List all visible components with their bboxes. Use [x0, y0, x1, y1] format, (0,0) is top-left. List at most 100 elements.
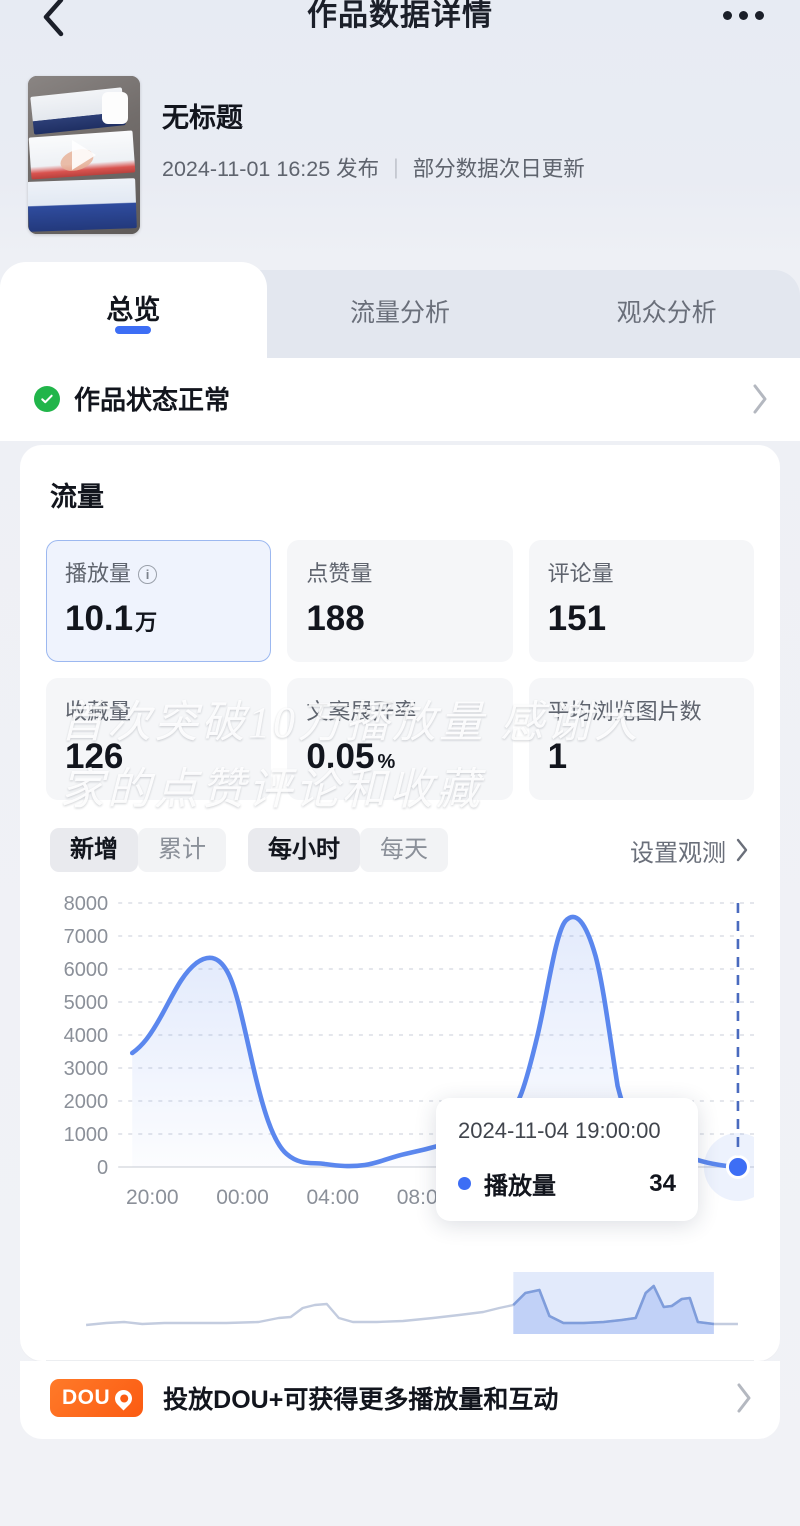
more-horizontal-icon-dot3 [755, 10, 764, 20]
stat-label: 收藏量 [65, 699, 132, 724]
stat-card-comments[interactable]: 评论量 151 [528, 540, 754, 662]
stat-label: 点赞量 [306, 561, 373, 586]
stat-value-row: 0.05 % [306, 739, 493, 774]
chevron-right-icon [734, 837, 750, 863]
y-axis-grid: 8000 7000 6000 5000 4000 3000 2000 1000 … [64, 893, 754, 1179]
tab-bar: 总览 流量分析 观众分析 [0, 262, 800, 358]
stat-value: 0.05 [306, 737, 375, 776]
stat-label-row: 评论量 [548, 563, 735, 585]
chip-hourly[interactable]: 每小时 [248, 828, 360, 872]
stat-card-avg-images-viewed[interactable]: 平均浏览图片数 1 [528, 678, 754, 800]
tooltip-series-row: 播放量 34 [458, 1166, 676, 1201]
more-horizontal-icon [723, 10, 732, 20]
stat-value-row: 188 [306, 601, 493, 636]
tab-audience-analysis-label: 观众分析 [616, 298, 717, 327]
x-tick-0: 20:00 [126, 1186, 179, 1209]
set-observation-label: 设置观测 [630, 839, 726, 867]
chart-controls: 新增 累计 每小时 每天 设置观测 [46, 828, 754, 872]
tab-traffic-analysis[interactable]: 流量分析 [267, 262, 534, 358]
y-tick-1000: 1000 [64, 1124, 109, 1146]
stat-label-row: 文案展开率 [306, 701, 493, 723]
stat-grid: 播放量 i 10.1 万 点赞量 188 评论量 [46, 540, 754, 800]
update-note: 部分数据次日更新 [412, 157, 585, 182]
stat-value: 188 [306, 599, 365, 638]
stat-card-plays[interactable]: 播放量 i 10.1 万 [46, 540, 272, 662]
info-icon[interactable]: i [138, 564, 158, 584]
stat-card-favorites[interactable]: 收藏量 126 [46, 678, 272, 800]
chip-new[interactable]: 新增 [50, 828, 138, 872]
y-tick-6000: 6000 [64, 959, 109, 981]
stat-label: 平均浏览图片数 [547, 699, 702, 724]
chip-daily[interactable]: 每天 [360, 828, 448, 872]
tooltip-series-value: 34 [649, 1169, 676, 1197]
back-button[interactable] [30, 0, 76, 40]
stat-value: 126 [65, 737, 124, 776]
dou-plus-promo-text: 投放DOU+可获得更多播放量和互动 [163, 1386, 559, 1414]
chevron-right-icon [750, 382, 770, 416]
check-circle-icon [34, 385, 60, 412]
mode-segment: 新增 累计 [50, 828, 226, 872]
play-triangle-icon [72, 140, 96, 170]
granularity-segment: 每小时 每天 [248, 828, 448, 872]
chart-range-brush[interactable] [46, 1260, 754, 1352]
y-tick-2000: 2000 [64, 1091, 109, 1113]
publish-time: 2024-11-01 16:25 发布 [162, 157, 380, 182]
meta-separator: | [393, 155, 399, 180]
stat-card-likes[interactable]: 点赞量 188 [287, 540, 513, 662]
stat-value: 1 [547, 737, 568, 776]
thumbnail-box-3 [28, 178, 137, 232]
tab-audience-analysis[interactable]: 观众分析 [533, 262, 800, 358]
y-tick-3000: 3000 [64, 1058, 109, 1080]
brush-svg [85, 1272, 738, 1334]
page-title: 作品数据详情 [307, 0, 493, 32]
video-info-row[interactable]: 无标题 2024-11-01 16:25 发布 | 部分数据次日更新 [0, 58, 800, 234]
stat-label-row: 收藏量 [65, 701, 252, 723]
stat-label-row: 播放量 i [65, 563, 252, 585]
top-bar: 作品数据详情 [0, 0, 800, 58]
stat-label: 播放量 [65, 561, 132, 586]
stat-value-row: 1 [548, 739, 735, 774]
brush-selected-area [513, 1286, 714, 1334]
work-status-row[interactable]: 作品状态正常 [0, 358, 800, 441]
tab-overview[interactable]: 总览 [0, 262, 267, 358]
y-tick-8000: 8000 [64, 893, 109, 915]
content-area: 作品状态正常 [0, 358, 800, 441]
stat-value: 151 [547, 599, 607, 638]
more-options-button[interactable] [723, 0, 764, 34]
stat-label: 评论量 [547, 561, 614, 586]
stat-label-row: 平均浏览图片数 [548, 701, 735, 723]
traffic-card: 流量 播放量 i 10.1 万 点赞量 188 [20, 445, 780, 1361]
video-thumbnail[interactable] [28, 76, 140, 234]
chevron-right-icon [734, 1381, 754, 1415]
tab-traffic-analysis-label: 流量分析 [350, 298, 451, 327]
stat-value: 10.1 [65, 599, 134, 638]
chart-tooltip: 2024-11-04 19:00:00 播放量 34 [436, 1098, 698, 1221]
stat-unit: 万 [135, 610, 158, 635]
flame-icon [111, 1385, 136, 1411]
stat-suffix: % [377, 751, 396, 773]
stat-label-row: 点赞量 [306, 563, 493, 585]
dou-plus-badge-text: DOU [62, 1386, 111, 1409]
y-tick-4000: 4000 [64, 1025, 109, 1047]
stat-card-caption-expand-rate[interactable]: 文案展开率 0.05 % [287, 678, 513, 800]
chart-area-fill [132, 957, 508, 1167]
traffic-section-title: 流量 [50, 482, 104, 512]
chip-cumulative[interactable]: 累计 [138, 828, 226, 872]
set-observation-button[interactable]: 设置观测 [630, 833, 754, 868]
video-title: 无标题 [162, 103, 243, 133]
stat-value-row: 10.1 万 [65, 601, 252, 636]
tab-active-indicator [115, 326, 152, 334]
tab-overview-label: 总览 [106, 294, 161, 325]
tooltip-series-label: 播放量 [484, 1173, 556, 1200]
dou-plus-promo-bar[interactable]: DOU 投放DOU+可获得更多播放量和互动 [20, 1361, 780, 1439]
x-tick-1: 00:00 [216, 1186, 269, 1209]
brush-selected-line [512, 1284, 715, 1326]
chevron-left-icon [38, 0, 68, 39]
y-tick-0: 0 [97, 1157, 108, 1179]
more-horizontal-icon-dot2 [739, 10, 748, 20]
stat-value-row: 151 [548, 601, 735, 636]
y-tick-7000: 7000 [64, 926, 109, 948]
dou-plus-badge: DOU [50, 1379, 144, 1417]
brush-selection-window [513, 1272, 714, 1334]
